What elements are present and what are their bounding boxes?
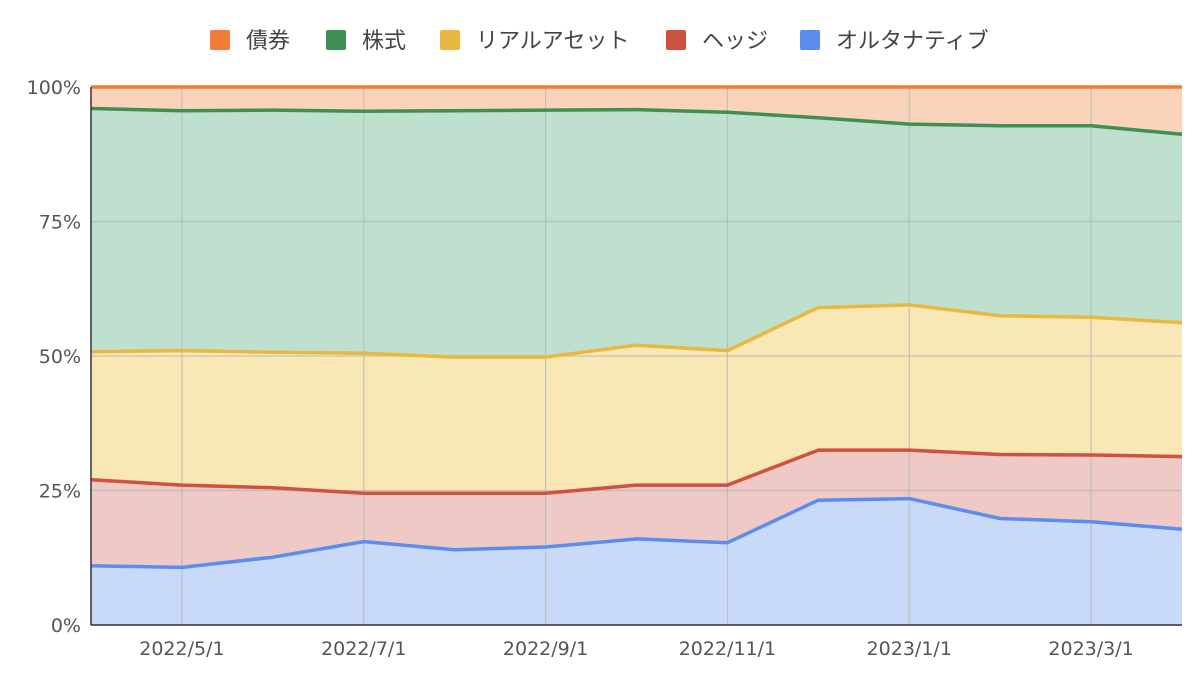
x-tick-label: 2023/3/1 bbox=[1048, 638, 1133, 660]
line-オルタナティブ bbox=[90, 496, 1183, 570]
series-lines bbox=[90, 85, 1183, 570]
line-リアルアセット bbox=[90, 303, 1183, 359]
line-株式 bbox=[90, 106, 1183, 137]
x-tick-label: 2022/9/1 bbox=[503, 638, 588, 660]
legend-item: 株式 bbox=[326, 29, 406, 54]
x-tick-label: 2023/1/1 bbox=[867, 638, 952, 660]
legend-swatch bbox=[666, 30, 686, 50]
legend-label: オルタナティブ bbox=[836, 29, 989, 54]
y-tick-label: 75% bbox=[39, 212, 81, 234]
y-tick-label: 0% bbox=[51, 615, 81, 637]
legend-item: ヘッジ bbox=[666, 29, 768, 54]
legend-item: オルタナティブ bbox=[800, 29, 989, 54]
legend: 債券 株式 リアルアセット ヘッジ オルタナティブ bbox=[210, 29, 989, 54]
x-tick-label: 2022/5/1 bbox=[139, 638, 224, 660]
legend-swatch bbox=[210, 30, 230, 50]
y-tick-label: 100% bbox=[27, 77, 81, 99]
legend-label: リアルアセット bbox=[476, 29, 629, 54]
y-tick-label: 25% bbox=[39, 481, 81, 503]
legend-label: ヘッジ bbox=[702, 29, 768, 54]
legend-label: 債券 bbox=[246, 29, 290, 54]
x-tick-label: 2022/7/1 bbox=[321, 638, 406, 660]
legend-swatch bbox=[440, 30, 460, 50]
y-tick-label: 50% bbox=[39, 346, 81, 368]
legend-item: 債券 bbox=[210, 29, 290, 54]
x-tick-label: 2022/11/1 bbox=[679, 638, 776, 660]
legend-swatch bbox=[326, 30, 346, 50]
axes: 0% 25% 50% 75% 100% 2022/5/1 2022/7/1 2022/9/1 2… bbox=[27, 77, 1182, 660]
legend-item: リアルアセット bbox=[440, 29, 629, 54]
legend-swatch bbox=[800, 30, 820, 50]
legend-label: 株式 bbox=[362, 29, 406, 54]
line-ヘッジ bbox=[90, 448, 1183, 495]
